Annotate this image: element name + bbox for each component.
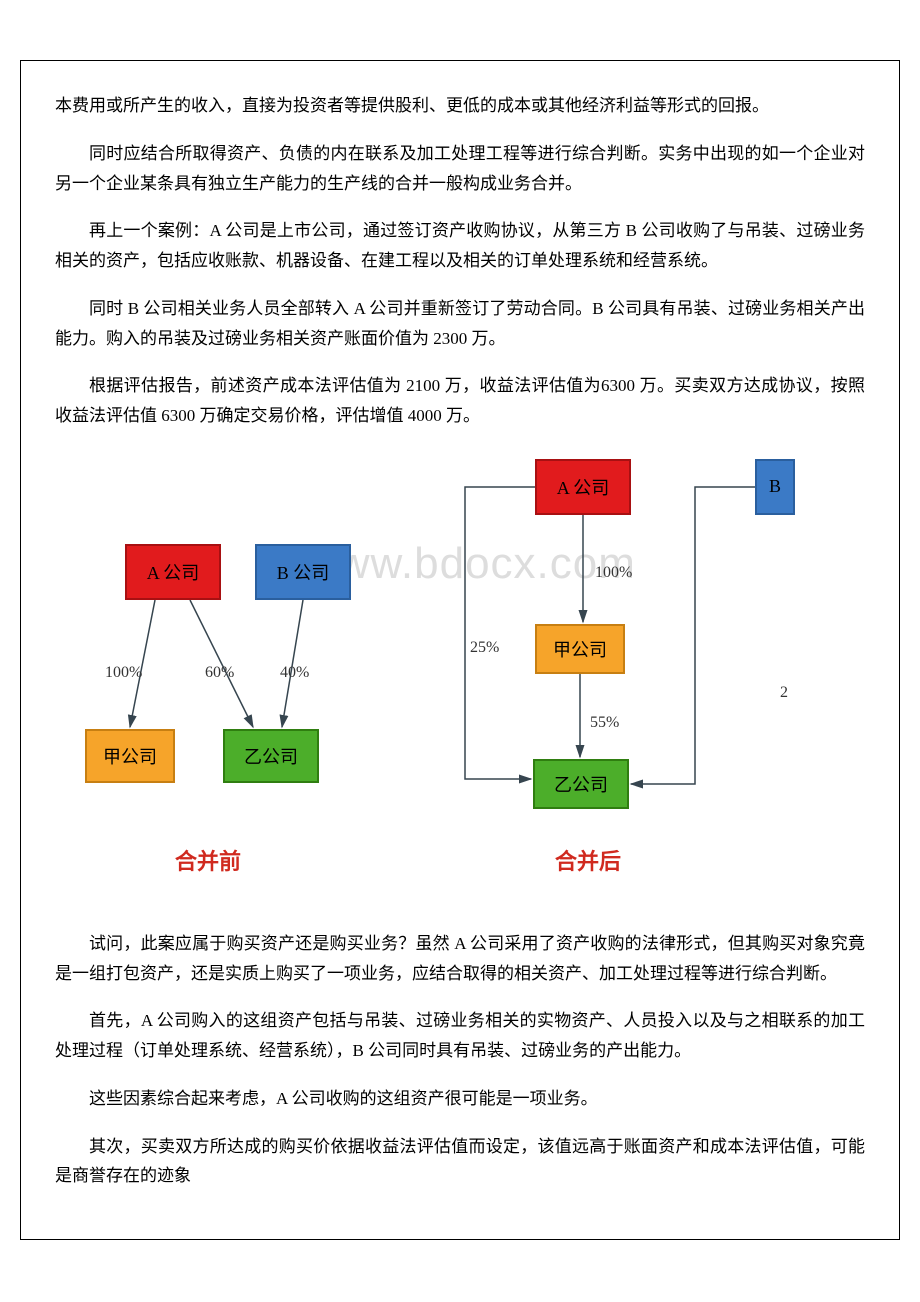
paragraph-2: 同时应结合所取得资产、负债的内在联系及加工处理工程等进行综合判断。实务中出现的如…	[55, 139, 865, 199]
edge-label-40: 40%	[280, 664, 309, 682]
diagram-edges	[55, 449, 815, 919]
node-yi-company-after: 乙公司	[533, 759, 629, 809]
node-b-company-after: B	[755, 459, 795, 515]
paragraph-6: 试问，此案应属于购买资产还是购买业务？虽然 A 公司采用了资产收购的法律形式，但…	[55, 929, 865, 989]
merger-diagram: www.bdocx.com A 公司	[55, 449, 865, 919]
caption-before: 合并前	[175, 844, 241, 876]
node-b-company-before: B 公司	[255, 544, 351, 600]
paragraph-8: 这些因素综合起来考虑，A 公司收购的这组资产很可能是一项业务。	[55, 1084, 865, 1114]
paragraph-7: 首先，A 公司购入的这组资产包括与吊装、过磅业务相关的实物资产、人员投入以及与之…	[55, 1006, 865, 1066]
paragraph-4: 同时 B 公司相关业务人员全部转入 A 公司并重新签订了劳动合同。B 公司具有吊…	[55, 294, 865, 354]
paragraph-9: 其次，买卖双方所达成的购买价依据收益法评估值而设定，该值远高于账面资产和成本法评…	[55, 1132, 865, 1192]
node-jia-company-after: 甲公司	[535, 624, 625, 674]
paragraph-5: 根据评估报告，前述资产成本法评估值为 2100 万，收益法评估值为6300 万。…	[55, 371, 865, 431]
edge-label-100-r: 100%	[595, 564, 632, 582]
edge-label-55: 55%	[590, 714, 619, 732]
watermark-text: www.bdocx.com	[305, 539, 636, 589]
node-a-company-after: A 公司	[535, 459, 631, 515]
paragraph-3: 再上一个案例：A 公司是上市公司，通过签订资产收购协议，从第三方 B 公司收购了…	[55, 216, 865, 276]
page: 本费用或所产生的收入，直接为投资者等提供股利、更低的成本或其他经济利益等形式的回…	[0, 0, 920, 1280]
edge-label-cut: 2	[780, 684, 788, 702]
edge-label-25: 25%	[470, 639, 499, 657]
node-yi-company-before: 乙公司	[223, 729, 319, 783]
paragraph-1: 本费用或所产生的收入，直接为投资者等提供股利、更低的成本或其他经济利益等形式的回…	[55, 91, 865, 121]
caption-after: 合并后	[555, 844, 621, 876]
edge-label-60: 60%	[205, 664, 234, 682]
node-a-company-before: A 公司	[125, 544, 221, 600]
edge-label-100: 100%	[105, 664, 142, 682]
content-frame: 本费用或所产生的收入，直接为投资者等提供股利、更低的成本或其他经济利益等形式的回…	[20, 60, 900, 1240]
node-jia-company-before: 甲公司	[85, 729, 175, 783]
